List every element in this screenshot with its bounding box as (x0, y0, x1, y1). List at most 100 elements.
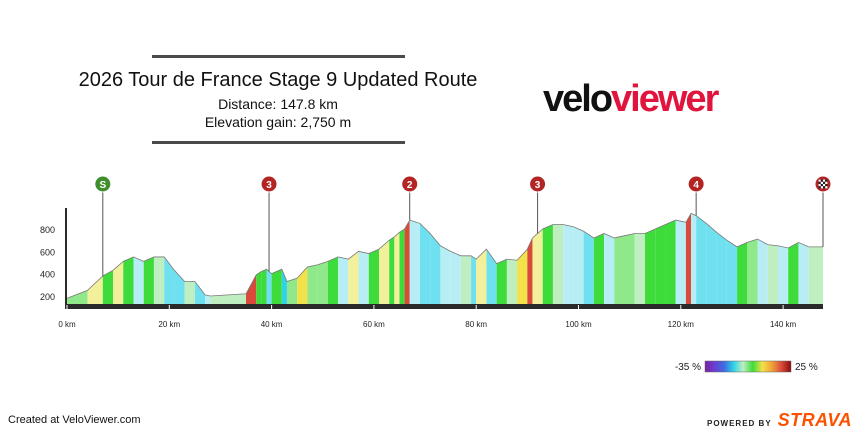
profile-segment (327, 256, 339, 304)
profile-segment (440, 245, 451, 304)
climb-marker-icon (529, 175, 547, 193)
profile-segment (430, 233, 441, 304)
profile-segment (476, 249, 487, 304)
profile-segment (593, 233, 605, 304)
profile-segment (286, 278, 298, 304)
profile-segment (604, 233, 615, 304)
finish-flag-cell (818, 184, 821, 187)
profile-segment (716, 232, 727, 304)
climb-marker-icon (687, 175, 705, 193)
profile-segment (307, 264, 318, 304)
finish-flag-cell (825, 179, 828, 182)
profile-segment (113, 261, 124, 304)
profile-segment (517, 249, 528, 304)
profile-segment (266, 269, 272, 304)
marker-label: 4 (693, 180, 699, 191)
title-top-rule (152, 55, 405, 58)
profile-segment (143, 256, 154, 304)
finish-flag-cell (823, 181, 826, 184)
profile-segment (153, 256, 165, 304)
y-tick-label: 400 (40, 270, 55, 280)
y-tick-label: 200 (40, 292, 55, 302)
profile-segment (394, 232, 400, 304)
profile-segment (552, 224, 564, 304)
profile-segment (261, 269, 267, 304)
finish-flag-cell (823, 179, 826, 182)
climb-marker-icon (401, 175, 419, 193)
profile-segment (194, 281, 206, 304)
profile-segment (87, 275, 103, 304)
profile-segment (184, 281, 195, 304)
powered-by-strava[interactable]: POWERED BY STRAVA (707, 410, 852, 431)
marker-label: 2 (407, 180, 413, 191)
powered-by-label: POWERED BY (706, 419, 772, 428)
profile-segment (450, 251, 461, 304)
profile-segment (102, 270, 114, 304)
profile-segment (655, 224, 666, 304)
finish-flag-cell (820, 181, 823, 184)
profile-segment (737, 242, 748, 304)
finish-flag-cell (818, 179, 821, 182)
profile-segment (389, 236, 395, 304)
profile-segment (133, 256, 144, 304)
profile-segment (338, 256, 349, 304)
profile-segment (358, 251, 369, 304)
created-at-credit[interactable]: Created at VeloViewer.com (8, 414, 141, 426)
profile-segment (675, 220, 686, 304)
profile-segment (67, 290, 88, 304)
profile-segment (573, 226, 584, 304)
x-tick-label: 40 km (261, 320, 283, 329)
profile-segment (644, 229, 656, 304)
marker-label: 3 (266, 180, 272, 191)
profile-segment (256, 271, 262, 304)
profile-segment (583, 231, 594, 304)
profile-segment (726, 240, 738, 304)
finish-flag-cell (825, 186, 828, 189)
profile-segment (563, 224, 574, 304)
profile-segment (706, 223, 717, 304)
profile-segment (665, 220, 676, 304)
profile-segment (317, 261, 328, 304)
finish-flag-cell (823, 184, 826, 187)
marker-label: S (99, 180, 106, 191)
x-tick-label: 140 km (770, 320, 797, 329)
profile-segment (506, 259, 518, 304)
profile-segment (368, 249, 380, 304)
profile-segment (777, 245, 789, 304)
profile-segment (210, 293, 247, 304)
veloviewer-logo[interactable]: veloviewer (543, 78, 719, 120)
profile-segment (164, 256, 175, 304)
profile-segment (379, 240, 390, 304)
climb-marker-icon (94, 175, 112, 193)
x-tick-label: 120 km (668, 320, 695, 329)
profile-segment (409, 220, 420, 304)
profile-segment (696, 215, 707, 304)
stage-title: 2026 Tour de France Stage 9 Updated Rout… (78, 69, 478, 91)
profile-segment (271, 269, 282, 304)
profile-segment (614, 235, 625, 304)
profile-segment (527, 237, 533, 304)
profile-segment (246, 274, 257, 304)
legend-max-label: 25 % (795, 362, 818, 373)
climb-marker-icon (260, 175, 278, 193)
finish-flag-cell (820, 186, 823, 189)
profile-segment (486, 249, 497, 304)
y-tick-label: 800 (40, 225, 55, 235)
profile-segment (471, 255, 477, 304)
x-tick-label: 0 km (58, 320, 76, 329)
x-tick-label: 80 km (465, 320, 487, 329)
profile-segment (634, 233, 645, 304)
profile-segment (348, 251, 359, 304)
profile-segment (399, 229, 405, 304)
logo-velo-text: velo (543, 78, 613, 120)
profile-segment (788, 242, 799, 304)
finish-flag-cell (823, 186, 826, 189)
profile-segment (747, 239, 758, 304)
profile-outline (66, 212, 823, 299)
finish-flag-cell (825, 184, 828, 187)
finish-flag-cell (820, 184, 823, 187)
logo-viewer-text: viewer (611, 78, 719, 120)
gradient-legend-bar (704, 360, 792, 373)
title-bottom-rule (152, 141, 405, 144)
